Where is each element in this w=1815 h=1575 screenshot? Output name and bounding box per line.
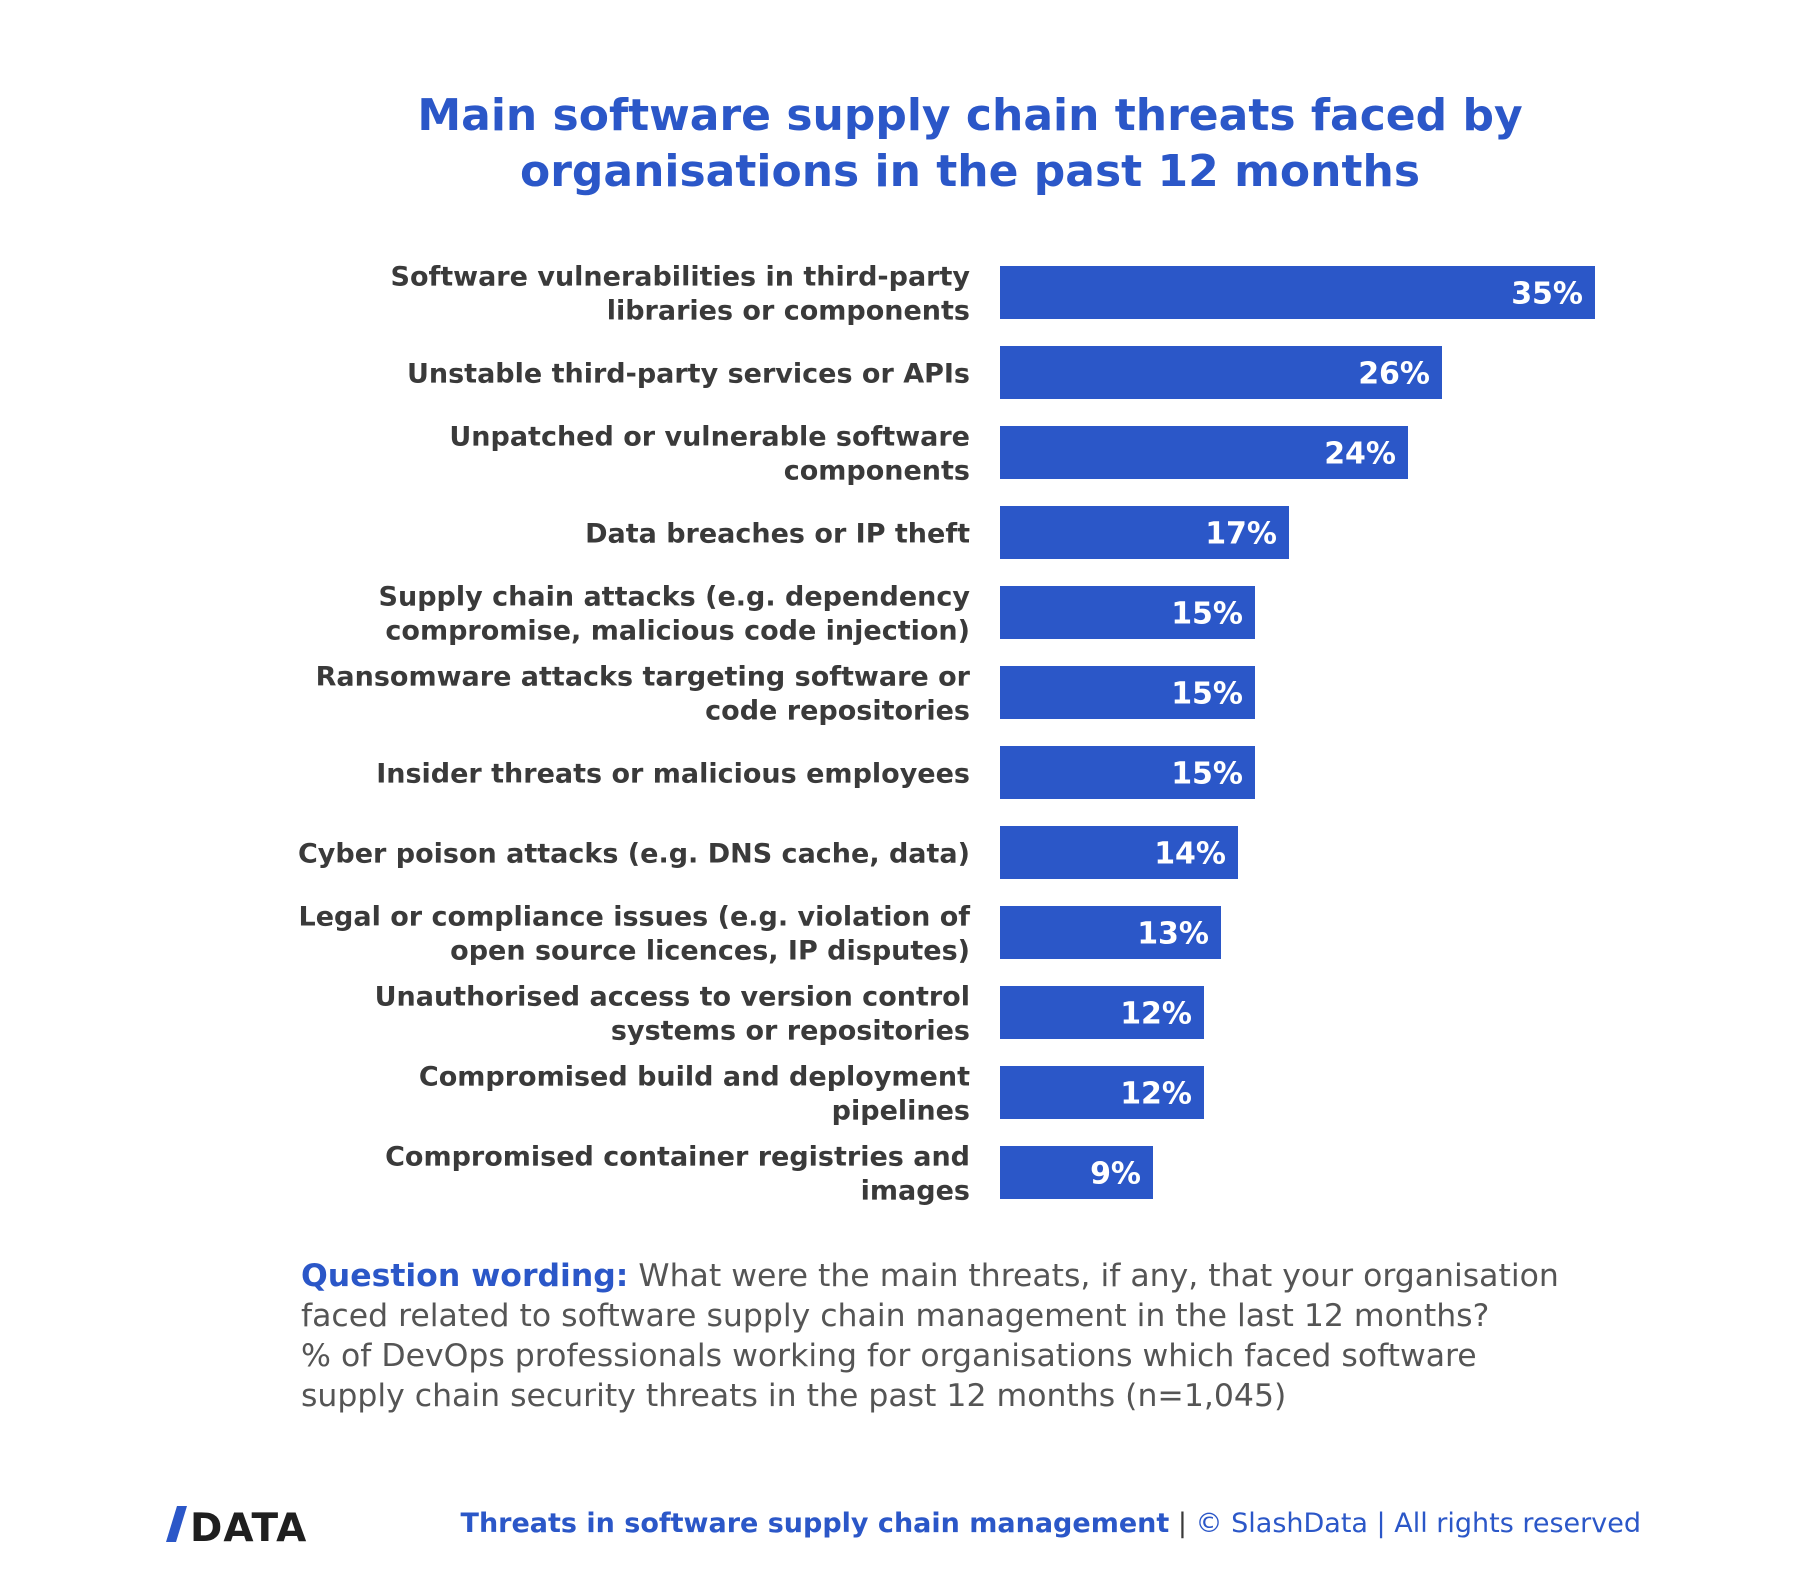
bar-value-label: 12% bbox=[1120, 1077, 1192, 1112]
bar-row: 13% Legal or compliance issues (e.g. viol… bbox=[299, 902, 1221, 967]
bar-value-label: 13% bbox=[1137, 917, 1209, 952]
bar-value-label: 9% bbox=[1090, 1157, 1141, 1192]
category-label: Insider threats or malicious employees bbox=[376, 759, 970, 790]
bar bbox=[1000, 586, 1255, 639]
bar bbox=[1000, 906, 1221, 959]
bar-row: 12% Compromised build and deployment pipel… bbox=[419, 1062, 1204, 1127]
category-label: Unpatched or vulnerable software componen… bbox=[449, 422, 970, 487]
bar-row: 14% Cyber poison attacks (e.g. DNS cache,… bbox=[298, 826, 1238, 879]
bar bbox=[1000, 826, 1238, 879]
bar bbox=[1000, 266, 1595, 319]
category-label: Cyber poison attacks (e.g. DNS cache, da… bbox=[298, 839, 970, 870]
category-label-line: Ransomware attacks targeting software or bbox=[316, 662, 971, 693]
footer-report-title: Threats in software supply chain managem… bbox=[460, 1508, 1170, 1539]
category-label-line: systems or repositories bbox=[611, 1016, 970, 1047]
category-label-line: Data breaches or IP theft bbox=[585, 519, 970, 550]
bar bbox=[1000, 666, 1255, 719]
question-note: Question wording: What were the main thr… bbox=[301, 1256, 1641, 1416]
footer: DATA Threats in software supply chain ma… bbox=[0, 1500, 1815, 1550]
bar bbox=[1000, 346, 1442, 399]
bar-value-label: 17% bbox=[1205, 517, 1277, 552]
bar-row: 15% Ransomware attacks targeting software… bbox=[316, 662, 1255, 727]
category-label-line: compromise, malicious code injection) bbox=[385, 616, 970, 647]
bar bbox=[1000, 426, 1408, 479]
chart-title: Main software supply chain threats faced… bbox=[300, 88, 1640, 200]
category-label: Legal or compliance issues (e.g. violati… bbox=[299, 902, 971, 967]
category-label: Data breaches or IP theft bbox=[585, 519, 970, 550]
bar bbox=[1000, 1066, 1204, 1119]
category-label-line: Software vulnerabilities in third-party bbox=[391, 262, 971, 293]
note-line-1: Question wording: What were the main thr… bbox=[301, 1256, 1641, 1296]
category-label-line: code repositories bbox=[705, 696, 970, 727]
footer-separator: | bbox=[1169, 1508, 1196, 1539]
bar-value-label: 24% bbox=[1324, 437, 1396, 472]
bar-value-label: 15% bbox=[1171, 757, 1243, 792]
bar-value-label: 12% bbox=[1120, 997, 1192, 1032]
note-label: Question wording: bbox=[301, 1258, 629, 1294]
footer-copyright: © SlashData | All rights reserved bbox=[1195, 1508, 1641, 1539]
note-line-2: faced related to software supply chain m… bbox=[301, 1298, 1490, 1334]
category-label: Unauthorised access to version control sy… bbox=[375, 982, 970, 1047]
category-label-line: images bbox=[861, 1176, 970, 1207]
category-label-line: libraries or components bbox=[607, 296, 970, 327]
category-label: Unstable third-party services or APIs bbox=[407, 359, 970, 390]
category-label-line: Compromised container registries and bbox=[385, 1142, 970, 1173]
category-label-line: components bbox=[784, 456, 970, 487]
category-label-line: Unauthorised access to version control bbox=[375, 982, 970, 1013]
category-label: Supply chain attacks (e.g. dependency com… bbox=[379, 582, 971, 647]
bar-row: 15% Insider threats or malicious employee… bbox=[376, 746, 1255, 799]
category-label-line: open source licences, IP disputes) bbox=[450, 936, 970, 967]
category-label: Software vulnerabilities in third-party l… bbox=[391, 262, 971, 327]
bar-row: 9% Compromised container registries and im… bbox=[385, 1142, 1153, 1207]
footer-credit: Threats in software supply chain managem… bbox=[461, 1506, 1641, 1542]
category-label-line: pipelines bbox=[832, 1096, 970, 1127]
bar-value-label: 15% bbox=[1171, 677, 1243, 712]
category-label: Ransomware attacks targeting software or… bbox=[316, 662, 971, 727]
category-label: Compromised container registries and imag… bbox=[385, 1142, 970, 1207]
bar-row: 26% Unstable third-party services or APIs bbox=[407, 346, 1442, 399]
category-label-line: Cyber poison attacks (e.g. DNS cache, da… bbox=[298, 839, 970, 870]
category-label-line: Unpatched or vulnerable software bbox=[449, 422, 970, 453]
bar bbox=[1000, 986, 1204, 1039]
category-label-line: Supply chain attacks (e.g. dependency bbox=[379, 582, 971, 613]
logo-wordmark: DATA bbox=[190, 1506, 307, 1546]
note-text-1: What were the main threats, if any, that… bbox=[638, 1258, 1559, 1294]
logo-slash-mark bbox=[166, 1506, 187, 1542]
bar-row: 17% Data breaches or IP theft bbox=[585, 506, 1289, 559]
bar-row: 24% Unpatched or vulnerable software compo… bbox=[449, 422, 1408, 487]
bar-value-label: 15% bbox=[1171, 597, 1243, 632]
bar bbox=[1000, 506, 1289, 559]
category-label-line: Legal or compliance issues (e.g. violati… bbox=[299, 902, 971, 933]
bar-value-label: 35% bbox=[1511, 277, 1583, 312]
note-line-3: % of DevOps professionals working for or… bbox=[301, 1338, 1477, 1374]
bar-row: 15% Supply chain attacks (e.g. dependency… bbox=[379, 582, 1255, 647]
category-label-line: Unstable third-party services or APIs bbox=[407, 359, 970, 390]
bar bbox=[1000, 746, 1255, 799]
category-label: Compromised build and deployment pipeline… bbox=[419, 1062, 970, 1127]
bar-chart: 35% Software vulnerabilities in third-par… bbox=[298, 262, 1595, 1207]
bar-value-label: 14% bbox=[1154, 837, 1226, 872]
chart-title-line-1: Main software supply chain threats faced… bbox=[417, 90, 1523, 141]
bar bbox=[1000, 1146, 1153, 1199]
bar-row: 12% Unauthorised access to version contro… bbox=[375, 982, 1204, 1047]
slashdata-logo: DATA bbox=[166, 1506, 307, 1546]
category-label-line: Insider threats or malicious employees bbox=[376, 759, 970, 790]
category-label-line: Compromised build and deployment bbox=[419, 1062, 970, 1093]
bar-value-label: 26% bbox=[1358, 357, 1430, 392]
bar-row: 35% Software vulnerabilities in third-par… bbox=[391, 262, 1595, 327]
chart-title-line-2: organisations in the past 12 months bbox=[519, 146, 1421, 197]
note-line-4: supply chain security threats in the pas… bbox=[301, 1378, 1287, 1414]
